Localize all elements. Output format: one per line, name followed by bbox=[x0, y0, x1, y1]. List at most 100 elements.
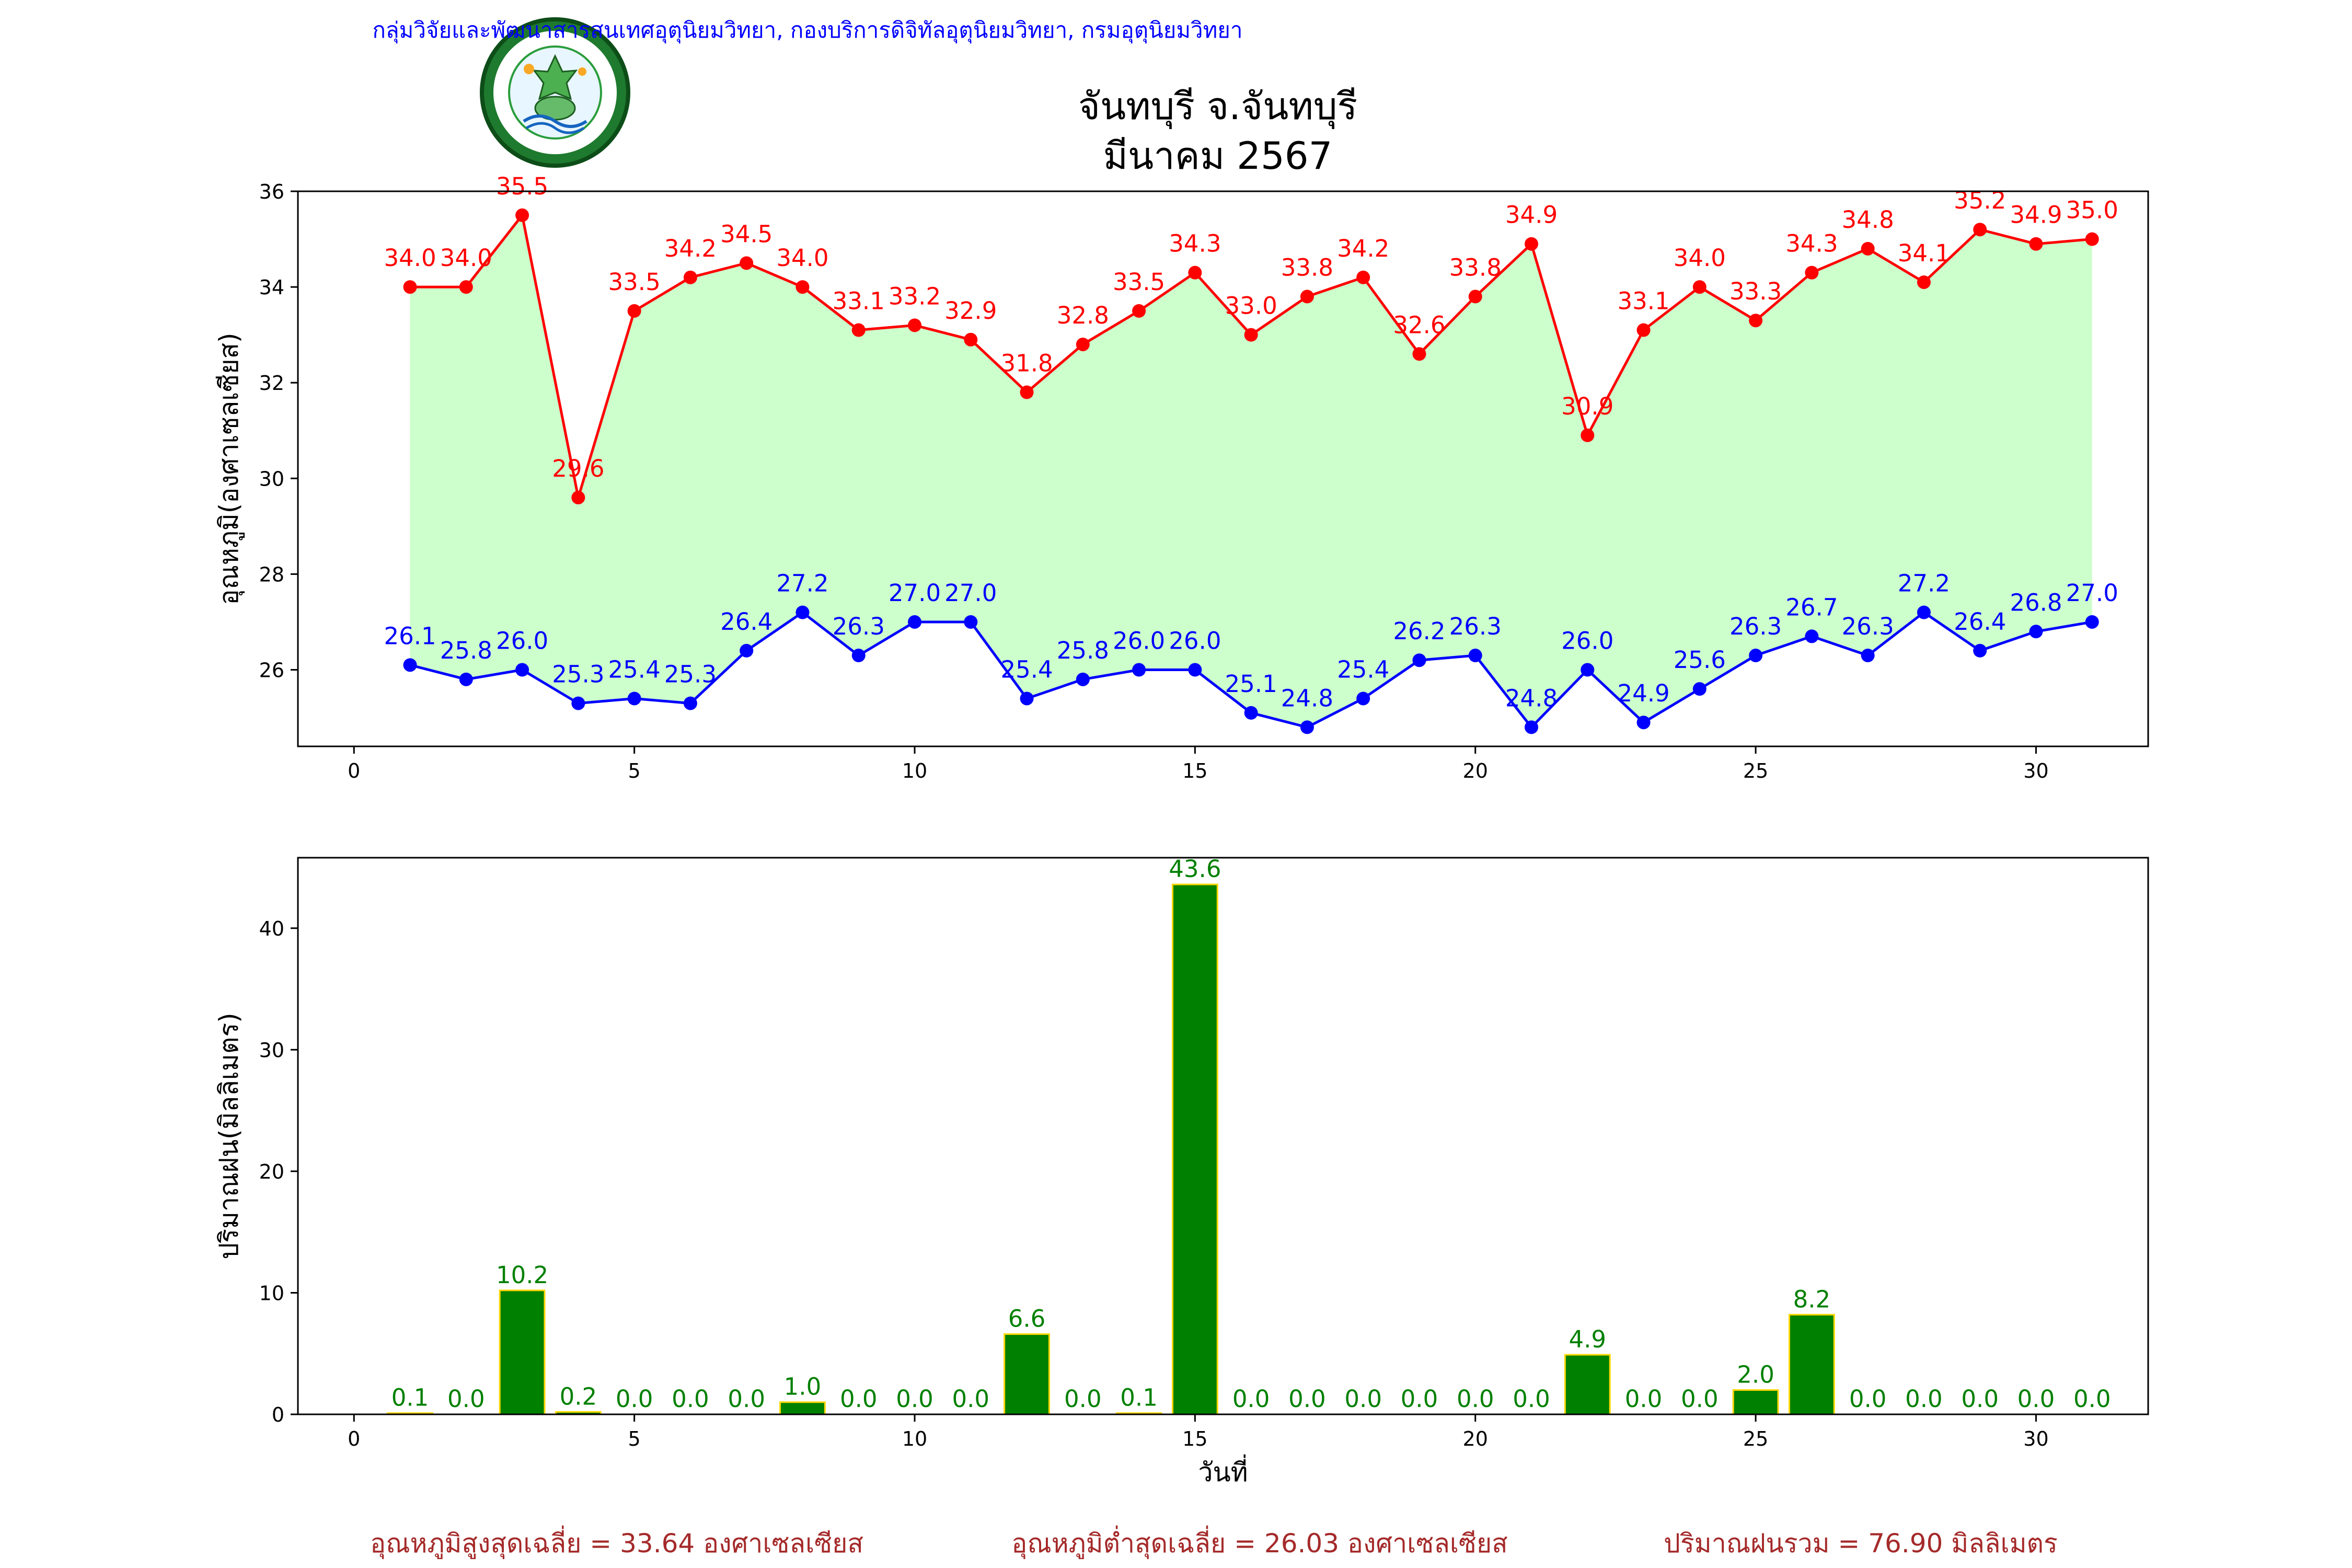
tmax-point bbox=[1356, 270, 1370, 284]
tmin-point bbox=[1692, 682, 1707, 696]
temperature-ytick-label: 30 bbox=[259, 467, 284, 490]
rainfall-ytick-label: 0 bbox=[272, 1403, 284, 1426]
tmin-point bbox=[1132, 663, 1146, 677]
rain-data-label: 0.0 bbox=[1232, 1385, 1270, 1413]
temperature-plot: 34.0 34.035.529.633.534.234.534.033.1 33.2… bbox=[214, 172, 2149, 782]
tmin-point bbox=[1636, 716, 1651, 730]
tmax-point bbox=[1188, 266, 1202, 280]
rain-data-label: 0.0 bbox=[1288, 1385, 1326, 1413]
tmax-data-label: 35.5 bbox=[496, 172, 548, 200]
tmin-data-label: 26.0 bbox=[1113, 627, 1165, 655]
rain-data-label: 0.0 bbox=[1513, 1385, 1550, 1413]
tmin-point bbox=[1917, 605, 1931, 619]
rain-data-label: 0.0 bbox=[728, 1385, 765, 1413]
rain-data-label: 0.0 bbox=[896, 1385, 933, 1413]
rain-data-label: 10.2 bbox=[496, 1261, 548, 1289]
rain-data-label: 4.9 bbox=[1569, 1325, 1606, 1353]
rain-data-label: 0.0 bbox=[616, 1385, 653, 1413]
tmax-data-label: 32.6 bbox=[1393, 311, 1445, 339]
rainfall-ytick-label: 30 bbox=[259, 1039, 284, 1062]
rainfall-xlabel: วันที่ bbox=[1198, 1455, 1248, 1488]
tmax-data-label: 34.8 bbox=[1842, 206, 1894, 234]
tmax-data-label: 33.0 bbox=[1225, 292, 1277, 320]
tmin-data-label: 25.1 bbox=[1225, 670, 1277, 698]
tmax-point bbox=[795, 280, 810, 294]
rain-data-label: 0.0 bbox=[1849, 1385, 1887, 1413]
tmin-point bbox=[1412, 653, 1426, 667]
tmin-data-label: 26.2 bbox=[1393, 617, 1445, 645]
tmin-data-label: 26.3 bbox=[1730, 613, 1782, 640]
rainfall-plot-frame bbox=[297, 857, 2149, 1415]
tmax-data-label: 34.1 bbox=[1898, 239, 1950, 267]
tmax-data-label: 34.3 bbox=[1169, 230, 1221, 258]
tmax-point bbox=[1525, 237, 1538, 251]
tmin-point bbox=[1749, 649, 1763, 663]
tmin-point bbox=[1861, 649, 1875, 663]
tmax-point bbox=[908, 318, 921, 332]
rain-data-label: 0.0 bbox=[1344, 1385, 1382, 1413]
tmin-data-label: 25.4 bbox=[1337, 655, 1389, 683]
rain-bar bbox=[779, 1401, 826, 1415]
tmin-data-label: 26.8 bbox=[2010, 589, 2062, 616]
tmin-data-label: 25.8 bbox=[440, 637, 492, 664]
tmax-point bbox=[1300, 290, 1314, 304]
tmin-point bbox=[627, 691, 641, 706]
tmax-point bbox=[964, 332, 978, 347]
tmax-point bbox=[1917, 275, 1931, 289]
tmin-data-label: 24.8 bbox=[1505, 684, 1558, 712]
tmin-data-label: 25.8 bbox=[1057, 637, 1109, 664]
tmax-data-label: 34.2 bbox=[664, 235, 717, 262]
tmax-point bbox=[1244, 328, 1258, 342]
tmin-point bbox=[1805, 629, 1819, 643]
temperature-xtick-label: 15 bbox=[1182, 759, 1207, 782]
tmin-data-label: 27.0 bbox=[944, 579, 997, 607]
tmax-point bbox=[571, 490, 585, 504]
rainfall-xtick-label: 0 bbox=[348, 1427, 360, 1450]
tmax-point bbox=[403, 280, 417, 294]
rain-data-label: 0.0 bbox=[1625, 1385, 1663, 1413]
temperature-ylabel: อุณหภูมิ(องศาเซลเซียส) bbox=[214, 332, 245, 605]
tmax-data-label: 30.9 bbox=[1561, 393, 1613, 420]
tmax-data-label: 34.3 bbox=[1785, 230, 1838, 258]
tmin-data-label: 26.0 bbox=[1561, 627, 1613, 655]
rain-data-label: 0.1 bbox=[1120, 1384, 1158, 1412]
chart-title-month: มีนาคม 2567 bbox=[1103, 134, 1333, 178]
rain-data-label: 43.6 bbox=[1169, 855, 1221, 883]
tmin-point bbox=[2085, 615, 2099, 629]
tmin-point bbox=[1581, 663, 1595, 677]
tmin-point bbox=[2029, 625, 2043, 639]
rain-data-label: 0.0 bbox=[1401, 1385, 1438, 1413]
tmin-data-label: 26.1 bbox=[384, 622, 436, 650]
tmax-point bbox=[1076, 337, 1090, 351]
tmax-point bbox=[2029, 237, 2043, 251]
tmax-point bbox=[2085, 232, 2099, 246]
rain-bar bbox=[1004, 1333, 1050, 1415]
tmax-point bbox=[1468, 290, 1482, 304]
tmax-point bbox=[1749, 314, 1763, 328]
rain-data-label: 0.0 bbox=[1961, 1385, 1999, 1413]
rain-data-label: 1.0 bbox=[784, 1373, 822, 1401]
rain-data-label: 0.0 bbox=[1681, 1385, 1719, 1413]
tmin-point bbox=[459, 672, 473, 686]
tmax-point bbox=[1861, 241, 1875, 256]
meteorological-department-logo bbox=[480, 17, 630, 168]
tmax-data-label: 33.3 bbox=[1730, 278, 1782, 305]
tmin-data-label: 24.9 bbox=[1617, 679, 1669, 707]
rain-bar bbox=[1788, 1313, 1835, 1415]
tmax-data-label: 32.9 bbox=[944, 297, 997, 325]
tmin-point bbox=[1356, 691, 1370, 706]
temperature-ytick-label: 26 bbox=[259, 659, 284, 682]
tmin-point bbox=[1244, 706, 1258, 720]
rain-data-label: 0.0 bbox=[1064, 1385, 1102, 1413]
tmin-point bbox=[1973, 643, 1987, 658]
tmax-data-label: 33.5 bbox=[608, 268, 661, 296]
rain-data-label: 0.0 bbox=[447, 1385, 485, 1413]
rain-data-label: 0.0 bbox=[840, 1385, 878, 1413]
rain-data-label: 8.2 bbox=[1793, 1285, 1831, 1313]
tmax-data-label: 33.1 bbox=[1617, 287, 1669, 315]
tmin-point bbox=[1188, 663, 1202, 677]
tmin-point bbox=[795, 605, 810, 619]
tmax-data-label: 34.2 bbox=[1337, 235, 1389, 262]
rain-data-label: 0.0 bbox=[1905, 1385, 1943, 1413]
rainfall-xtick-label: 30 bbox=[2023, 1427, 2048, 1450]
